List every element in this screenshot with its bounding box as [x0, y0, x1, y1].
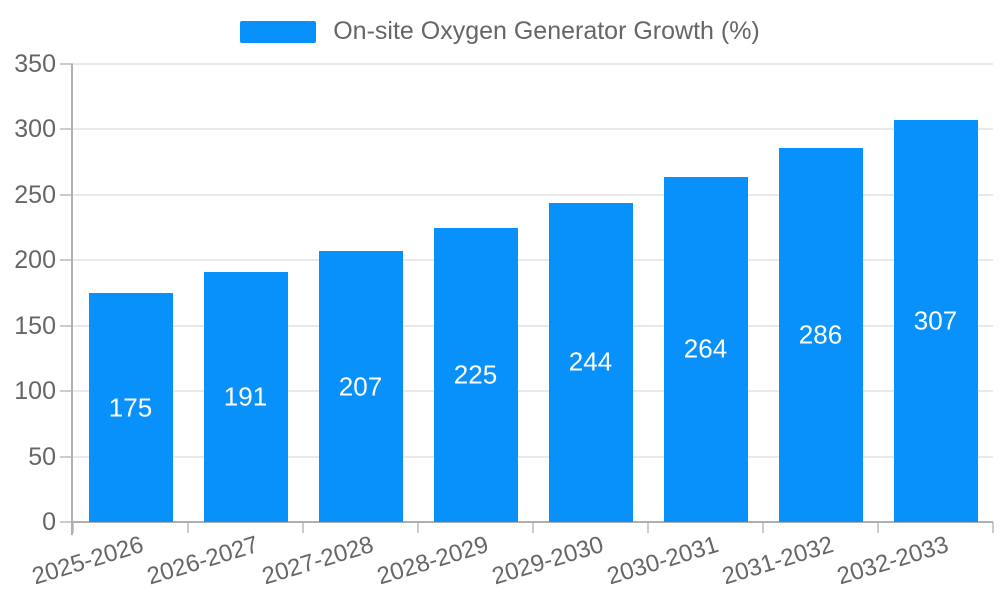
bar[interactable]: 286 — [778, 147, 863, 522]
y-tick-mark — [60, 128, 73, 131]
y-tick-mark — [60, 259, 73, 262]
x-tick-label: 2027-2028 — [258, 531, 377, 591]
x-boundary-tick — [532, 522, 534, 533]
y-grid-line — [73, 455, 993, 458]
bar-value-label: 175 — [108, 392, 153, 422]
y-grid-line — [73, 193, 993, 196]
y-grid-line — [73, 63, 993, 65]
x-tick-label: 2028-2029 — [373, 531, 492, 591]
bar[interactable]: 244 — [548, 202, 633, 522]
y-tick-label: 0 — [42, 508, 56, 536]
y-grid-line — [73, 324, 993, 327]
y-grid-line — [73, 390, 993, 393]
x-boundary-tick — [992, 522, 994, 533]
y-tick-label: 150 — [14, 311, 56, 340]
bar[interactable]: 264 — [663, 176, 748, 522]
y-tick-label: 50 — [28, 442, 56, 471]
y-tick-label: 100 — [14, 377, 56, 406]
bar-value-label: 207 — [338, 371, 383, 402]
y-tick-label: 350 — [14, 50, 56, 78]
x-boundary-tick — [302, 522, 304, 533]
bar-value-label: 244 — [568, 346, 613, 377]
bar[interactable]: 207 — [318, 251, 403, 522]
y-tick-mark — [60, 390, 73, 393]
bar[interactable]: 191 — [203, 272, 288, 522]
y-tick-mark — [60, 193, 73, 196]
legend[interactable]: On-site Oxygen Generator Growth (%) — [0, 17, 1000, 46]
legend-swatch — [240, 20, 317, 43]
bar-value-label: 264 — [683, 333, 728, 364]
x-tick-label: 2029-2030 — [488, 531, 607, 591]
x-axis-line — [73, 521, 993, 523]
x-tick-label: 2026-2027 — [143, 531, 262, 591]
y-tick-label: 200 — [14, 246, 56, 275]
x-boundary-tick — [187, 522, 189, 533]
y-tick-mark — [60, 63, 73, 65]
y-tick-mark — [60, 324, 73, 327]
legend-label: On-site Oxygen Generator Growth (%) — [333, 17, 760, 45]
bar[interactable]: 225 — [433, 227, 518, 522]
y-axis-line — [71, 64, 73, 535]
x-tick-label: 2032-2033 — [833, 531, 952, 591]
y-grid-line — [73, 259, 993, 262]
y-tick-label: 250 — [14, 180, 56, 209]
x-boundary-tick — [647, 522, 649, 533]
bar-value-label: 307 — [913, 305, 958, 336]
y-grid-line — [73, 128, 993, 131]
bar-value-label: 286 — [798, 319, 843, 350]
bar[interactable]: 307 — [893, 120, 978, 522]
x-tick-label: 2030-2031 — [603, 531, 722, 591]
bar-value-label: 191 — [223, 381, 268, 412]
x-tick-label: 2031-2032 — [718, 531, 837, 591]
x-boundary-tick — [417, 522, 419, 533]
x-boundary-tick — [877, 522, 879, 533]
bar-value-label: 225 — [453, 359, 498, 390]
x-boundary-tick — [72, 522, 74, 533]
bar[interactable]: 175 — [88, 293, 173, 522]
y-tick-label: 300 — [14, 115, 56, 144]
y-tick-mark — [60, 455, 73, 458]
x-boundary-tick — [762, 522, 764, 533]
y-tick-mark — [60, 521, 73, 523]
x-tick-label: 2025-2026 — [28, 531, 147, 591]
